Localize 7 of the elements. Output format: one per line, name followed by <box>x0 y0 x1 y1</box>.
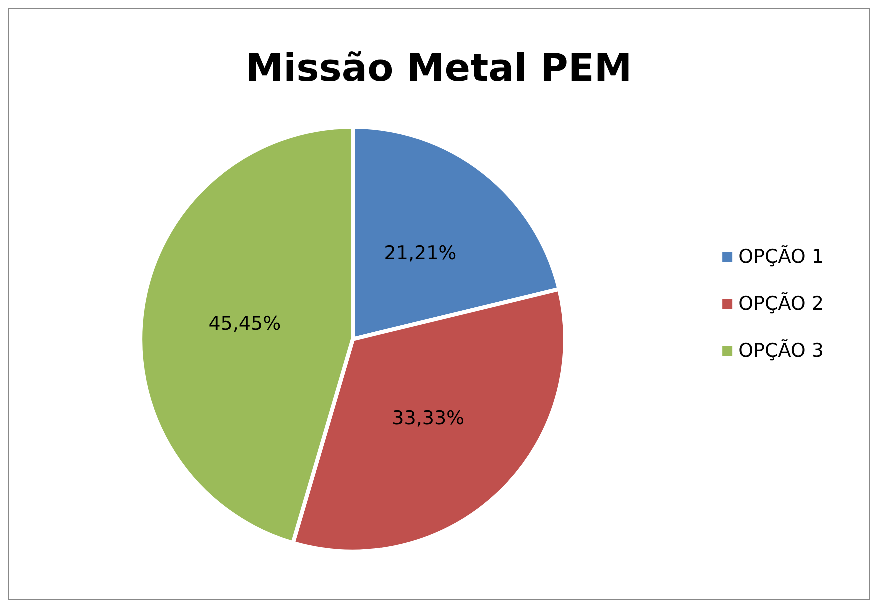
legend-label: OPÇÃO 1 <box>738 245 824 268</box>
data-label: 21,21% <box>384 242 457 265</box>
legend-label: OPÇÃO 3 <box>738 339 824 362</box>
legend-label: OPÇÃO 2 <box>738 292 824 315</box>
chart-title: Missão Metal PEM <box>246 46 632 90</box>
data-label: 33,33% <box>392 407 465 430</box>
data-label: 45,45% <box>208 312 282 335</box>
